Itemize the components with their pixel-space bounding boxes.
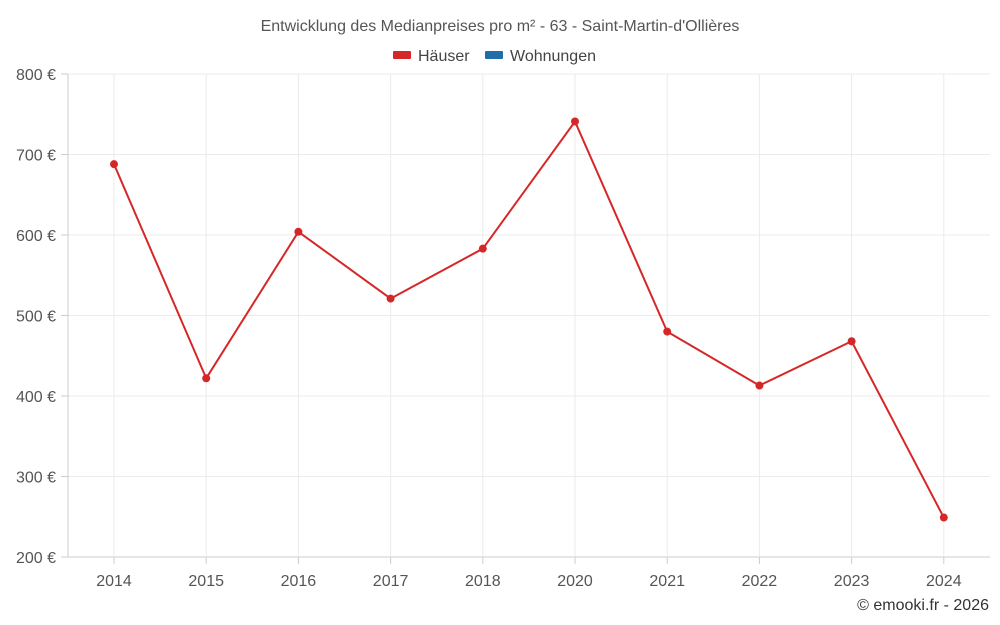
x-tick-label: 2022 [742,573,778,590]
y-tick-label: 400 € [16,389,56,406]
y-axis-ticks: 200 € 300 € 400 € 500 € 600 € 700 € 800 € [16,67,68,567]
x-tick-label: 2015 [188,573,224,590]
x-tick-label: 2017 [373,573,409,590]
x-axis-ticks: 2014 2015 2016 2017 2018 2020 2021 2022 2023 2024 [96,557,962,590]
legend-swatch-wohnungen [485,51,503,59]
data-point-haeuser-2024[interactable] [939,513,948,522]
data-point-haeuser-2014[interactable] [110,160,118,169]
legend-label-haeuser: Häuser [418,48,470,65]
y-tick-label: 600 € [16,228,56,245]
legend-item-wohnungen[interactable]: Wohnungen [485,48,596,65]
y-tick-label: 800 € [16,67,56,84]
data-point-haeuser-2023[interactable] [847,337,856,346]
legend-item-haeuser[interactable]: Häuser [393,48,470,65]
y-gridlines [68,73,990,558]
x-tick-label: 2018 [465,573,501,590]
legend: Häuser Wohnungen [393,48,596,65]
series-haeuser [110,117,948,522]
x-tick-label: 2016 [281,573,317,590]
y-tick-label: 300 € [16,470,56,487]
data-point-haeuser-2016[interactable] [294,227,303,236]
data-point-haeuser-2020[interactable] [571,117,579,126]
x-tick-label: 2020 [557,573,593,590]
credit-text: © emooki.fr - 2026 [857,597,989,614]
x-gridlines [67,74,945,557]
x-tick-label: 2024 [926,573,962,590]
data-point-haeuser-2018[interactable] [478,244,487,253]
data-point-haeuser-2021[interactable] [663,327,672,336]
y-tick-label: 200 € [16,550,56,567]
chart-title: Entwicklung des Medianpreises pro m² - 6… [261,18,740,35]
legend-label-wohnungen: Wohnungen [510,48,596,65]
series-line-haeuser [113,120,945,519]
data-point-haeuser-2015[interactable] [202,374,211,383]
data-point-haeuser-2022[interactable] [755,381,764,390]
x-tick-label: 2023 [834,573,870,590]
x-tick-label: 2021 [649,573,685,590]
x-tick-label: 2014 [96,573,132,590]
data-point-haeuser-2017[interactable] [386,294,395,303]
y-tick-label: 700 € [16,148,56,165]
y-tick-label: 500 € [16,309,56,326]
legend-swatch-haeuser [393,51,411,59]
